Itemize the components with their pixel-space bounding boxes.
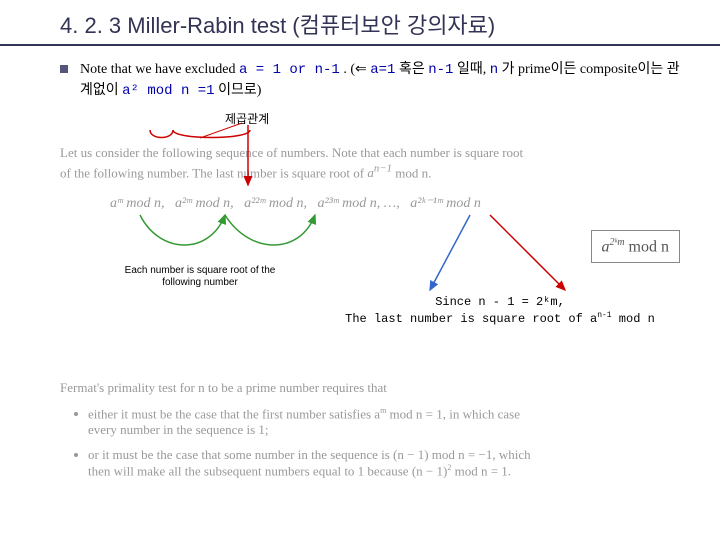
f0: aᵐ mod n,	[110, 196, 164, 211]
box-tail: mod n	[625, 238, 669, 255]
b2b: then will make all the subsequent number…	[88, 463, 447, 478]
last-l2: The last number is square root of an-1 m…	[320, 311, 680, 328]
seq-l2-formula: an−1	[367, 165, 392, 180]
last-l2-sup: n-1	[597, 311, 611, 320]
f2: a²²ᵐ mod n,	[244, 196, 307, 211]
fermat-b1-text: either it must be the case that the firs…	[88, 406, 520, 438]
b1b: mod n = 1, in which case	[386, 406, 520, 421]
note-pre: Note that we have excluded	[80, 62, 239, 77]
box-base: a	[602, 238, 610, 255]
formula-sequence: aᵐ mod n, a²ᵐ mod n, a²²ᵐ mod n, a²³ᵐ mo…	[110, 195, 481, 212]
b1c: every number in the sequence is 1;	[88, 422, 269, 437]
note-code1: a = 1 or n-1	[239, 62, 340, 78]
note-mid: . (⇐	[343, 62, 370, 77]
note-code2: a=1	[370, 62, 395, 78]
note-text: Note that we have excluded a = 1 or n-1 …	[80, 60, 690, 101]
page-title: 4. 2. 3 Miller-Rabin test (컴퓨터보안 강의자료)	[60, 8, 690, 40]
b1a: either it must be the case that the firs…	[88, 406, 380, 421]
bullet-dot-icon	[74, 453, 78, 457]
note-mid3: 일때,	[457, 62, 490, 77]
sequence-intro: Let us consider the following sequence o…	[60, 145, 523, 182]
fermat-block: Fermat's primality test for n to be a pr…	[60, 380, 670, 479]
note-tail: 이므로)	[218, 83, 261, 98]
last-l2-pre: The last number is square root of a	[345, 312, 597, 326]
seq-l2-tail: mod n.	[395, 165, 431, 180]
note-mid2: 혹은	[399, 62, 428, 77]
bullet-icon	[60, 65, 68, 73]
box-exp: 2ᵏm	[610, 237, 625, 248]
bullet-dot-icon	[74, 412, 78, 416]
fermat-bullet2: or it must be the case that some number …	[60, 447, 670, 479]
b2a: or it must be the case that some number …	[88, 447, 531, 462]
note-code5: a² mod n =1	[122, 83, 214, 99]
f3: a²³ᵐ mod n, …,	[317, 196, 399, 211]
fermat-b2-text: or it must be the case that some number …	[88, 447, 531, 479]
fermat-bullet1: either it must be the case that the firs…	[60, 406, 670, 438]
f1: a²ᵐ mod n,	[175, 196, 234, 211]
last-l1: Since n - 1 = 2ᵏm,	[320, 295, 680, 311]
last-l2-tail: mod n	[612, 312, 655, 326]
last-number-text: Since n - 1 = 2ᵏm, The last number is sq…	[320, 295, 680, 327]
f4: a²ᵏ⁻¹ᵐ mod n	[410, 196, 481, 211]
note-block: Note that we have excluded a = 1 or n-1 …	[0, 56, 720, 101]
label-square-relation: 제곱관계	[225, 110, 269, 127]
boxed-formula: a2ᵏm mod n	[591, 230, 681, 263]
fermat-head: Fermat's primality test for n to be a pr…	[60, 380, 670, 396]
seq-l2: of the following number. The last number…	[60, 165, 367, 180]
title-bar: 4. 2. 3 Miller-Rabin test (컴퓨터보안 강의자료)	[0, 0, 720, 46]
note-code3: n-1	[428, 62, 453, 78]
seq-l1: Let us consider the following sequence o…	[60, 145, 523, 162]
seq-l2-row: of the following number. The last number…	[60, 162, 523, 182]
b2c: mod n = 1.	[451, 463, 511, 478]
note-code4: n	[490, 62, 498, 78]
label-each-number: Each number is square root of the follow…	[115, 265, 285, 289]
